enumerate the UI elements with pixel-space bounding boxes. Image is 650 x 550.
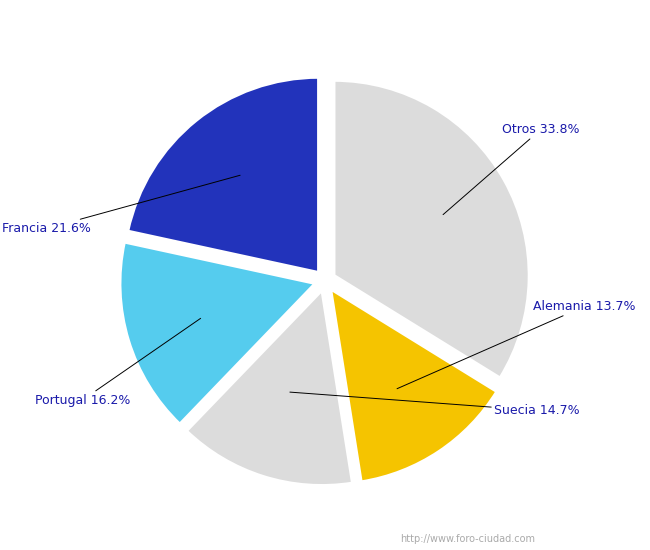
Text: Alemania 13.7%: Alemania 13.7%: [397, 300, 636, 389]
Text: Cabezón de Pisuerga - Turistas extranjeros según país - Octubre de 2024: Cabezón de Pisuerga - Turistas extranjer…: [57, 13, 593, 29]
Text: Otros 33.8%: Otros 33.8%: [443, 123, 579, 214]
Text: Suecia 14.7%: Suecia 14.7%: [290, 392, 580, 417]
Wedge shape: [334, 80, 529, 378]
Wedge shape: [128, 78, 318, 272]
Wedge shape: [120, 242, 315, 424]
Text: http://www.foro-ciudad.com: http://www.foro-ciudad.com: [400, 535, 536, 544]
Wedge shape: [187, 290, 352, 486]
Wedge shape: [331, 289, 497, 482]
Text: Francia 21.6%: Francia 21.6%: [2, 175, 240, 235]
Text: Portugal 16.2%: Portugal 16.2%: [34, 318, 201, 406]
